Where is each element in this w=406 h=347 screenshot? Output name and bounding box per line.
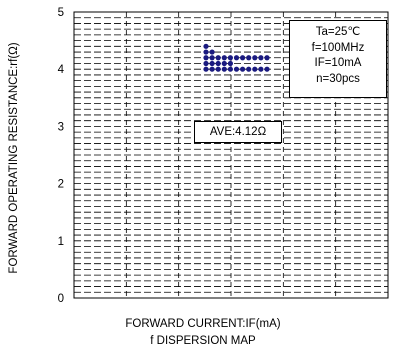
data-point <box>203 66 209 72</box>
data-point <box>215 55 221 61</box>
y-tick-label: 2 <box>58 179 64 191</box>
condition-frequency: f=100MHz <box>311 41 365 54</box>
data-point <box>246 66 252 72</box>
data-point <box>264 66 270 72</box>
data-point <box>240 66 246 72</box>
average-label: AVE:4.12Ω <box>209 126 267 138</box>
condition-forward-current: IF=10mA <box>314 57 362 69</box>
data-points <box>203 43 270 72</box>
y-tick-label: 3 <box>58 121 64 133</box>
data-point <box>227 55 233 61</box>
data-point <box>258 66 264 72</box>
x-axis-label: FORWARD CURRENT:IF(mA) <box>125 318 281 330</box>
data-point <box>203 60 209 67</box>
data-point <box>215 60 221 67</box>
condition-temperature: Ta=25℃ <box>315 26 361 38</box>
conditions-box: Ta=25℃ f=100MHz IF=10mA n=30pcs <box>289 20 387 98</box>
data-point <box>209 66 215 72</box>
data-point <box>240 55 246 61</box>
grid-lines <box>74 12 388 298</box>
average-label-box: AVE:4.12Ω <box>194 121 282 143</box>
y-axis-ticks: 0 1 2 3 4 5 <box>58 7 65 305</box>
data-point <box>227 60 233 67</box>
data-point <box>252 55 258 61</box>
data-point <box>258 55 264 61</box>
y-axis-label-text: FORWARD OPERATING RESISTANCE:rf(Ω) <box>8 42 20 274</box>
data-point <box>221 60 227 67</box>
data-point <box>233 55 240 61</box>
y-tick-label: 0 <box>58 293 64 305</box>
data-point <box>252 66 258 72</box>
y-tick-label: 4 <box>58 64 65 76</box>
data-point <box>264 55 270 61</box>
data-point <box>246 55 252 61</box>
y-tick-label: 1 <box>58 236 64 248</box>
data-point <box>215 66 221 72</box>
data-point <box>209 49 215 55</box>
data-point <box>203 49 209 55</box>
data-point <box>209 55 215 61</box>
data-point <box>233 66 240 72</box>
plot-frame <box>73 11 389 299</box>
y-tick-label: 5 <box>58 7 64 19</box>
footer-text: f DISPERSION MAP <box>150 335 256 347</box>
data-point <box>203 55 209 61</box>
data-point <box>221 66 227 72</box>
data-point <box>209 60 215 67</box>
data-point <box>227 66 233 72</box>
condition-sample-count: n=30pcs <box>316 72 360 85</box>
data-point <box>221 55 227 61</box>
data-point <box>203 43 209 49</box>
